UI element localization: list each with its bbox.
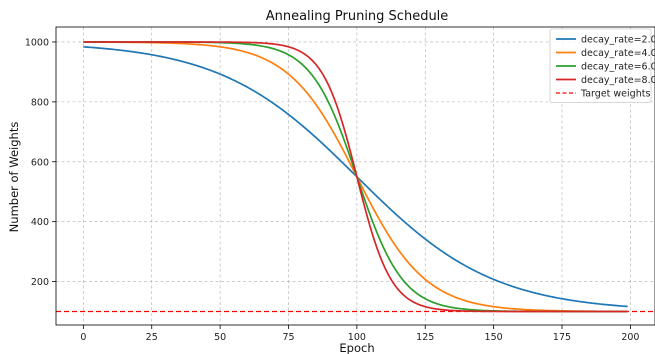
legend-box: [549, 28, 652, 103]
x-tick-label: 100: [348, 332, 366, 343]
y-tick-label: 800: [31, 97, 49, 108]
y-tick-label: 1000: [25, 37, 49, 48]
x-tick-label: 50: [214, 332, 226, 343]
x-tick-label: 150: [485, 332, 503, 343]
legend-label: decay_rate=6.0: [581, 61, 655, 72]
x-tick-label: 25: [146, 332, 158, 343]
series-line-decay-rate-2-0: [83, 45, 628, 308]
chart-title: Annealing Pruning Schedule: [266, 9, 449, 24]
x-tick-label: 200: [621, 332, 639, 343]
y-axis-ticks: 200 400 600 800 1000: [25, 37, 56, 288]
series-line-decay-rate-4-0: [83, 41, 628, 313]
legend-label: Target weights: [580, 88, 650, 99]
y-tick-label: 200: [31, 277, 49, 288]
legend-label: decay_rate=8.0: [581, 75, 655, 86]
x-tick-label: 75: [282, 332, 294, 343]
legend-label: decay_rate=4.0: [581, 48, 655, 59]
y-tick-label: 400: [31, 217, 49, 228]
x-tick-label: 0: [80, 332, 86, 343]
legend-label: decay_rate=2.0: [581, 34, 655, 45]
series-layer: [83, 41, 628, 313]
series-line-decay-rate-8-0: [83, 41, 628, 313]
y-axis-label: Number of Weights: [7, 122, 21, 233]
x-tick-label: 125: [416, 332, 434, 343]
x-axis-label: Epoch: [339, 341, 374, 354]
legend: decay_rate=2.0 decay_rate=4.0 decay_rate=6…: [549, 28, 655, 103]
x-tick-label: 175: [553, 332, 571, 343]
x-axis-ticks: 0 25 50 75 100 125 150 175 200: [80, 325, 639, 343]
plot-area-frame: [55, 26, 655, 326]
series-line-decay-rate-6-0: [83, 41, 628, 313]
y-tick-label: 600: [31, 157, 49, 168]
